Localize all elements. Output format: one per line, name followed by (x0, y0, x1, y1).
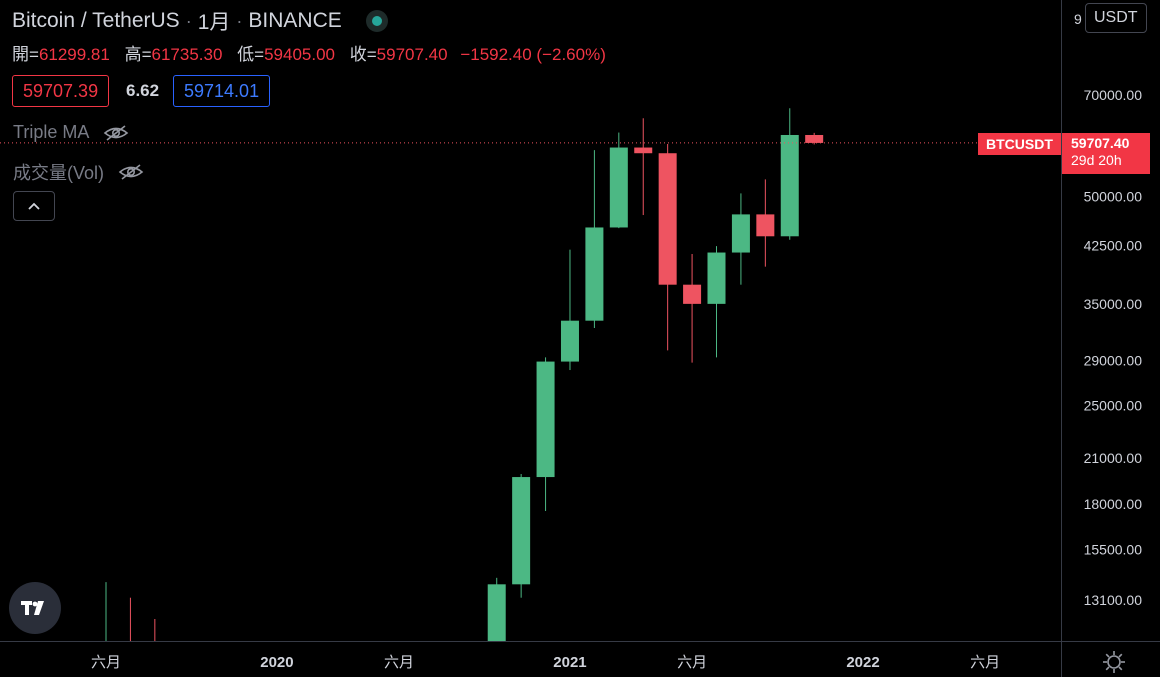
candle-body (731, 214, 750, 253)
candle-body (536, 361, 555, 478)
candle-2021-09[interactable] (756, 179, 775, 267)
time-tick-label: 六月 (970, 654, 1000, 671)
symbol-title[interactable]: Bitcoin / TetherUS · 1月 · BINANCE (12, 6, 388, 36)
time-tick-label: 2021 (553, 654, 586, 671)
price-tick-label: 35000.00 (1084, 296, 1143, 312)
bar-countdown: 29d 20h (1071, 152, 1122, 168)
low-value: 59405.00 (264, 45, 335, 64)
price-tick-label: 21000.00 (1084, 450, 1143, 466)
price-tick-label: 70000.00 (1084, 87, 1143, 103)
candle-2021-06[interactable] (683, 253, 702, 363)
candle-body (585, 227, 604, 321)
candle-body (707, 252, 726, 304)
candle-2021-08[interactable] (731, 193, 750, 285)
tradingview-logo-icon[interactable] (9, 582, 61, 634)
candle-body (634, 147, 653, 154)
indicator-triple-ma[interactable]: Triple MA (13, 122, 129, 143)
candle-2021-02[interactable] (585, 150, 604, 329)
high-value: 61735.30 (151, 45, 223, 64)
candles-group (105, 108, 824, 641)
currency-selector[interactable]: USDT (1085, 3, 1147, 33)
candle-2020-10[interactable] (487, 577, 506, 641)
chart-settings-gear-icon[interactable] (1102, 650, 1126, 674)
time-tick-label: 六月 (677, 654, 707, 671)
candle-body (609, 147, 628, 228)
price-axis-ticks[interactable]: 70000.00 50000.00 42500.00 35000.00 29000.00… (1084, 87, 1143, 608)
time-tick-label: 六月 (91, 654, 121, 671)
sell-price-button[interactable]: 59707.39 (12, 75, 110, 107)
price-tick-label: 18000.00 (1084, 496, 1143, 512)
open-label: 開= (12, 45, 39, 64)
spread-value: 6.62 (126, 81, 160, 100)
price-tick-label: 15500.00 (1084, 541, 1143, 557)
collapse-legend-button[interactable] (13, 191, 55, 221)
indicator-label[interactable]: 成交量(Vol) (13, 163, 105, 183)
change-value: −1592.40 (−2.60%) (460, 45, 606, 64)
time-tick-label: 2022 (846, 654, 879, 671)
title-separator: · (185, 10, 192, 31)
ohlc-legend: 開=61299.81 高=61735.30 低=59405.00 收=59707… (12, 40, 606, 65)
last-price-value: 59707.40 (1071, 135, 1130, 151)
candle-2020-12[interactable] (536, 357, 555, 512)
exchange-label: BINANCE (248, 9, 342, 32)
price-axis-cut-tick: 9 (1074, 11, 1082, 27)
eye-hidden-icon[interactable] (118, 163, 144, 181)
candle-2021-10[interactable] (780, 108, 799, 240)
candle-2021-03[interactable] (609, 132, 628, 229)
candle-2020-11[interactable] (512, 474, 531, 598)
last-price-tag: 59707.40 29d 20h (1062, 133, 1150, 174)
price-tick-label: 29000.00 (1084, 353, 1143, 369)
price-tick-label: 50000.00 (1084, 188, 1143, 204)
candle-body (756, 214, 775, 237)
candle-body (560, 320, 579, 362)
close-value: 59707.40 (376, 45, 448, 64)
interval-label[interactable]: 1月 (197, 11, 231, 34)
time-tick-label: 六月 (384, 654, 414, 671)
candle-body (683, 284, 702, 304)
candle-2021-04[interactable] (634, 118, 653, 216)
candle-body (487, 584, 506, 641)
candle-body (780, 134, 799, 237)
chevron-up-icon (28, 202, 40, 210)
candle-body (658, 153, 677, 285)
market-status-icon[interactable] (365, 10, 388, 32)
candle-body (512, 477, 531, 585)
indicator-label[interactable]: Triple MA (13, 122, 90, 142)
candle-2021-07[interactable] (707, 246, 726, 358)
title-separator: · (236, 10, 243, 31)
candle-2021-01[interactable] (560, 249, 579, 371)
high-label: 高= (124, 45, 152, 64)
close-label: 收= (349, 45, 377, 64)
candle-2021-05[interactable] (658, 143, 677, 351)
price-tick-label: 42500.00 (1084, 237, 1143, 253)
candle-2021-11[interactable] (805, 132, 824, 145)
low-label: 低= (237, 45, 265, 64)
price-tick-label: 13100.00 (1084, 592, 1143, 608)
buy-price-button[interactable]: 59714.01 (173, 75, 271, 107)
symbol-price-label: BTCUSDT (978, 133, 1061, 155)
candle-body (805, 134, 824, 143)
time-tick-label: 2020 (260, 654, 293, 671)
time-axis-ticks[interactable]: 六月 2020 六月 2021 六月 2022 六月 (91, 654, 1000, 671)
symbol-name[interactable]: Bitcoin / TetherUS (12, 9, 180, 32)
indicator-volume[interactable]: 成交量(Vol) (13, 159, 144, 185)
eye-hidden-icon[interactable] (103, 124, 129, 142)
price-tick-label: 25000.00 (1084, 397, 1143, 413)
open-value: 61299.81 (38, 45, 110, 64)
